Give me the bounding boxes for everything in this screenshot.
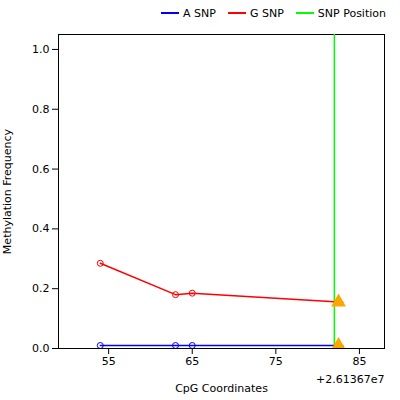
svg-text:75: 75 [269, 355, 283, 368]
svg-text:65: 65 [185, 355, 199, 368]
svg-text:0.6: 0.6 [32, 163, 50, 176]
svg-text:0.8: 0.8 [32, 103, 50, 116]
svg-text:55: 55 [102, 355, 116, 368]
html-text:G SNP: G SNP [250, 6, 284, 20]
svg-text:Methylation Frequency: Methylation Frequency [1, 128, 14, 254]
svg-text:1.0: 1.0 [32, 43, 50, 56]
svg-text:0.2: 0.2 [32, 282, 50, 295]
html-text:SNP Position: SNP Position [317, 6, 386, 20]
svg-text:85: 85 [352, 355, 366, 368]
svg-text:0.0: 0.0 [32, 342, 50, 355]
svg-text:CpG Coordinates: CpG Coordinates [175, 382, 268, 395]
svg-text:+2.61367e7: +2.61367e7 [316, 373, 384, 386]
html-text:A SNP: A SNP [183, 6, 216, 20]
svg-text:0.4: 0.4 [32, 222, 50, 235]
